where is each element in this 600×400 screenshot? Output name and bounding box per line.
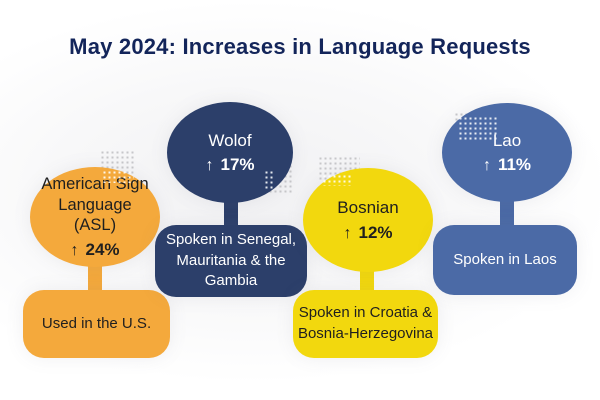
percent-value: 17% <box>220 155 255 175</box>
language-name: Lao <box>492 130 522 150</box>
up-arrow-icon: ↑ <box>343 224 352 242</box>
language-name: Bosnian <box>337 198 399 218</box>
language-name: Wolof <box>208 130 252 150</box>
percent-value: 12% <box>358 222 393 242</box>
description-text: Spoken in Senegal, Mauritania & the Gamb… <box>165 230 297 290</box>
page-title: May 2024: Increases in Language Requests <box>69 34 531 59</box>
dot-pattern-white <box>264 170 274 190</box>
description-text: Used in the U.S. <box>41 314 152 332</box>
description-text: Spoken in Croatia & Bosnia-Herzegovina <box>297 304 434 342</box>
description-card: Spoken in Senegal, Mauritania & the Gamb… <box>155 225 307 297</box>
description-card: Spoken in Laos <box>433 225 577 295</box>
percent-value: 11% <box>497 155 532 175</box>
percent-line: ↑ 12% <box>343 223 392 243</box>
description-card: Spoken in Croatia & Bosnia-Herzegovina <box>293 290 438 358</box>
description-card: Used in the U.S. <box>23 290 170 358</box>
dot-pattern-white <box>458 116 498 140</box>
language-bubble: American Sign Language (ASL) ↑ 24% <box>30 167 160 267</box>
dot-pattern-white <box>102 170 134 183</box>
up-arrow-icon: ↑ <box>205 157 214 175</box>
dot-pattern-white <box>322 174 352 186</box>
up-arrow-icon: ↑ <box>482 157 491 175</box>
description-text: Spoken in Laos <box>453 250 557 268</box>
percent-line: ↑ 17% <box>205 155 254 175</box>
percent-value: 24% <box>85 239 120 259</box>
percent-line: ↑ 24% <box>70 240 119 260</box>
percent-line: ↑ 11% <box>483 155 531 175</box>
up-arrow-icon: ↑ <box>70 241 79 259</box>
